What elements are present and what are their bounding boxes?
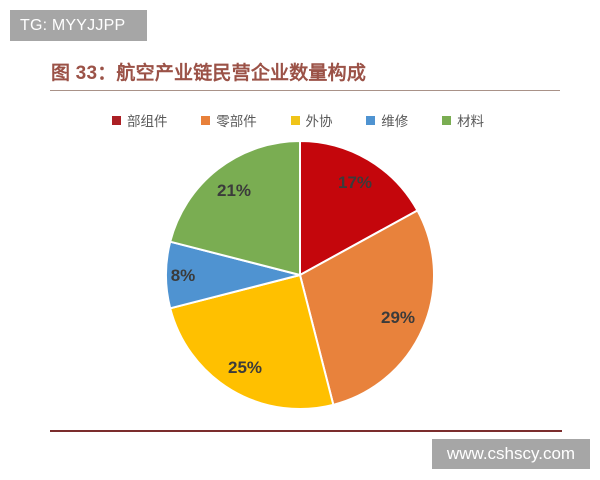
svg-text:29%: 29% bbox=[381, 308, 415, 327]
svg-text:8%: 8% bbox=[171, 266, 196, 285]
svg-text:21%: 21% bbox=[217, 181, 251, 200]
svg-text:25%: 25% bbox=[228, 358, 262, 377]
svg-text:17%: 17% bbox=[338, 173, 372, 192]
